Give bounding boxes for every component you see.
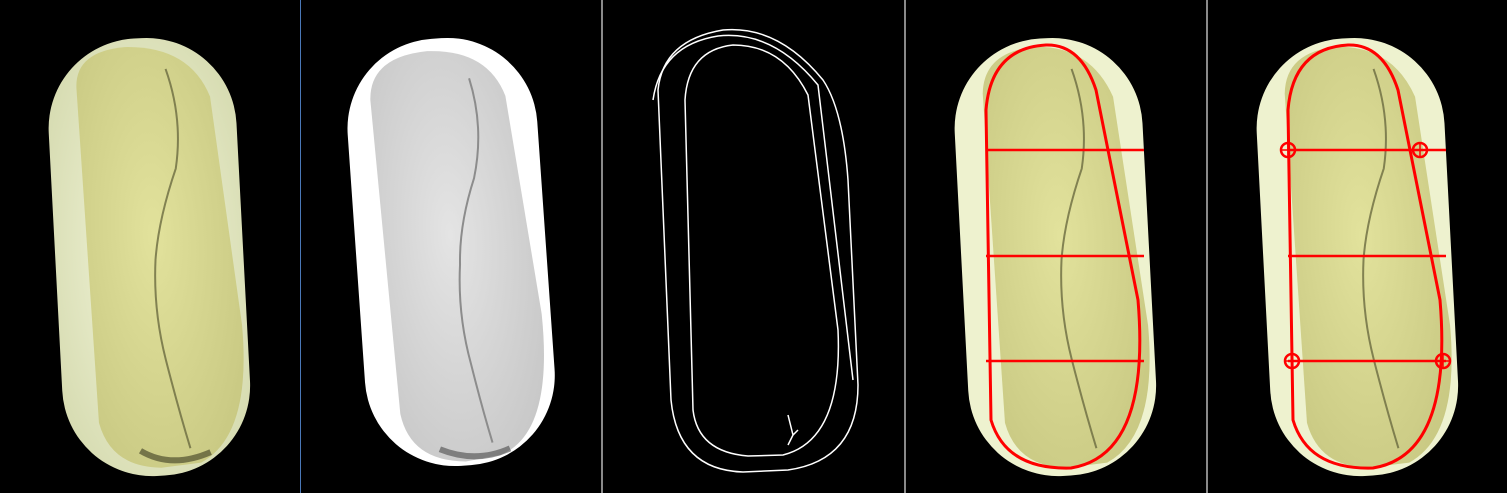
red-fitted-contour <box>984 43 1142 470</box>
panel-original <box>0 0 299 493</box>
separator <box>904 0 906 493</box>
edge-detection-image <box>652 28 859 473</box>
capsule-original-image <box>48 38 251 477</box>
panel-fitted-contour <box>906 0 1206 493</box>
crack-line <box>1362 68 1400 449</box>
outer-edge-contour-2 <box>652 34 854 381</box>
red-fitted-contour <box>1286 43 1444 470</box>
capsule-grayscale-image <box>347 37 555 467</box>
crack-line <box>154 68 192 449</box>
separator <box>300 0 301 493</box>
panel-measurement-points <box>1208 0 1507 493</box>
edge-noise <box>787 414 799 446</box>
capsule-contour-image <box>954 38 1157 477</box>
crack-line <box>1060 68 1098 449</box>
separator <box>601 0 603 493</box>
panel-edges <box>603 0 904 493</box>
inner-edge-contour <box>684 44 840 457</box>
panel-grayscale <box>301 0 601 493</box>
capsule-fill <box>370 51 544 462</box>
capsule-fill <box>76 47 244 468</box>
crack-line <box>458 78 494 443</box>
outer-edge-contour <box>657 28 859 473</box>
bottom-shadow <box>138 448 212 464</box>
capsule-measurement-image <box>1256 38 1459 477</box>
bottom-shadow <box>438 445 512 460</box>
separator <box>1206 0 1208 493</box>
